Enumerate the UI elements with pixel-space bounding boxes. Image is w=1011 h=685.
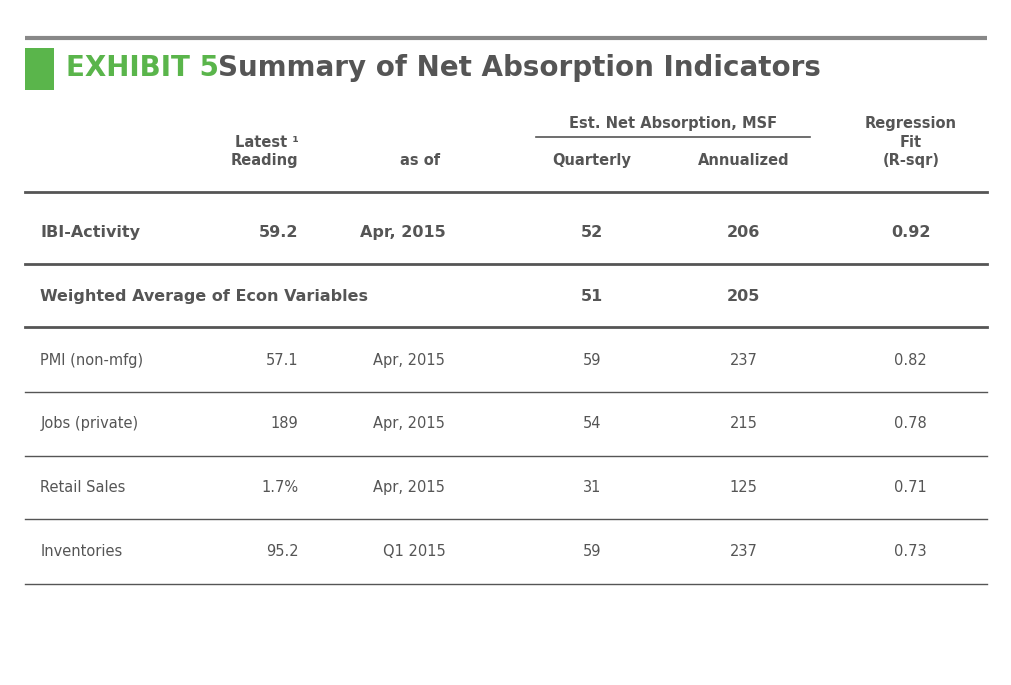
Text: 189: 189 bbox=[271, 416, 298, 431]
Text: 51: 51 bbox=[580, 289, 603, 304]
Text: 95.2: 95.2 bbox=[266, 544, 298, 559]
Text: 0.73: 0.73 bbox=[894, 544, 926, 559]
Text: Fit: Fit bbox=[899, 135, 921, 150]
Text: (R-sqr): (R-sqr) bbox=[882, 153, 938, 169]
Text: PMI (non-mfg): PMI (non-mfg) bbox=[40, 353, 144, 368]
Text: IBI-Activity: IBI-Activity bbox=[40, 225, 141, 240]
Text: Apr, 2015: Apr, 2015 bbox=[373, 480, 445, 495]
Text: 0.92: 0.92 bbox=[890, 225, 930, 240]
Text: 206: 206 bbox=[727, 225, 759, 240]
Text: EXHIBIT 5: EXHIBIT 5 bbox=[66, 55, 218, 82]
Text: Quarterly: Quarterly bbox=[552, 153, 631, 169]
Text: Est. Net Absorption, MSF: Est. Net Absorption, MSF bbox=[568, 116, 776, 131]
Text: Apr, 2015: Apr, 2015 bbox=[373, 416, 445, 431]
Text: 54: 54 bbox=[582, 416, 601, 431]
Text: 125: 125 bbox=[729, 480, 757, 495]
Text: 205: 205 bbox=[727, 289, 759, 304]
Text: Annualized: Annualized bbox=[698, 153, 789, 169]
Text: Latest ¹: Latest ¹ bbox=[235, 135, 298, 150]
Text: 0.78: 0.78 bbox=[894, 416, 926, 431]
Text: 0.82: 0.82 bbox=[894, 353, 926, 368]
Text: 237: 237 bbox=[729, 544, 757, 559]
Text: Retail Sales: Retail Sales bbox=[40, 480, 125, 495]
Text: 0.71: 0.71 bbox=[894, 480, 926, 495]
Text: 237: 237 bbox=[729, 353, 757, 368]
Text: Summary of Net Absorption Indicators: Summary of Net Absorption Indicators bbox=[217, 55, 820, 82]
Text: as of: as of bbox=[399, 153, 440, 169]
Text: 215: 215 bbox=[729, 416, 757, 431]
Text: Jobs (private): Jobs (private) bbox=[40, 416, 139, 431]
Text: 59.2: 59.2 bbox=[259, 225, 298, 240]
Text: Reading: Reading bbox=[231, 153, 298, 169]
Text: Q1 2015: Q1 2015 bbox=[382, 544, 445, 559]
Text: 59: 59 bbox=[582, 544, 601, 559]
Text: Apr, 2015: Apr, 2015 bbox=[373, 353, 445, 368]
Text: Inventories: Inventories bbox=[40, 544, 122, 559]
Text: 31: 31 bbox=[582, 480, 601, 495]
Text: 59: 59 bbox=[582, 353, 601, 368]
Text: 57.1: 57.1 bbox=[266, 353, 298, 368]
Text: Apr, 2015: Apr, 2015 bbox=[359, 225, 445, 240]
FancyBboxPatch shape bbox=[25, 48, 54, 90]
Text: Weighted Average of Econ Variables: Weighted Average of Econ Variables bbox=[40, 289, 368, 304]
Text: 52: 52 bbox=[580, 225, 603, 240]
Text: 1.7%: 1.7% bbox=[261, 480, 298, 495]
Text: Regression: Regression bbox=[864, 116, 955, 131]
